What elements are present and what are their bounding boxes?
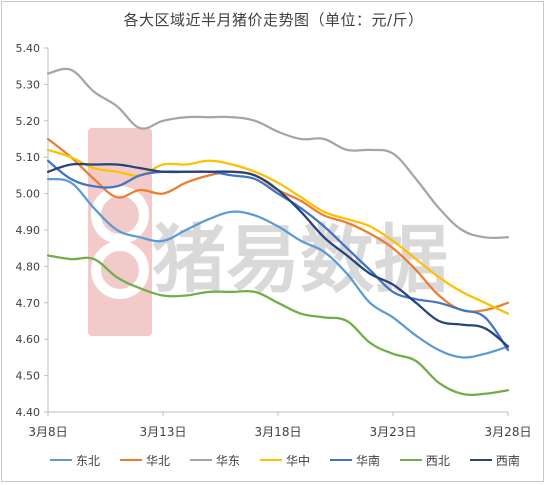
legend-item: 华中 [259, 452, 310, 469]
x-tick-label: 3月8日 [28, 425, 67, 439]
legend-swatch [189, 459, 212, 461]
y-tick-label: 4.90 [16, 224, 41, 237]
series-line-6 [46, 162, 510, 348]
legend-swatch [399, 459, 422, 461]
legend-item: 西北 [399, 452, 450, 469]
legend-label: 华中 [285, 453, 310, 468]
y-tick-label: 4.50 [16, 370, 41, 383]
chart-title: 各大区域近半月猪价走势图（单位：元/斤） [123, 11, 424, 29]
legend-label: 东北 [76, 453, 101, 468]
x-tick-label: 3月28日 [485, 425, 532, 439]
y-tick-label: 5.20 [16, 115, 41, 128]
series-lines [46, 67, 510, 396]
legend-item: 西南 [469, 452, 520, 469]
y-tick-label: 5.30 [16, 78, 41, 91]
legend-label: 华北 [145, 453, 170, 468]
series-line-5 [46, 254, 510, 396]
series-line-3 [46, 148, 510, 315]
legend-item: 华南 [329, 452, 380, 469]
legend-swatch [50, 459, 72, 461]
x-tick-label: 3月13日 [140, 425, 187, 439]
legend-label: 西北 [425, 453, 450, 468]
y-tick-label: 4.60 [16, 333, 41, 346]
x-tick-label: 3月23日 [370, 425, 417, 439]
y-tick-label: 5.10 [16, 151, 41, 164]
y-tick-label: 4.40 [16, 406, 41, 419]
y-tick-label: 5.00 [16, 188, 41, 201]
y-tick-label: 5.40 [16, 42, 41, 55]
y-tick-label: 4.70 [16, 297, 41, 310]
legend-swatch [119, 459, 142, 461]
legend-item: 华东 [189, 452, 240, 469]
legend: 东北 华北 华东 华中 华南 西北 西南 [50, 451, 520, 469]
x-tick-label: 3月18日 [255, 425, 302, 439]
y-tick-label: 4.80 [16, 260, 41, 273]
series-line-4 [46, 159, 510, 352]
legend-swatch [329, 459, 352, 461]
legend-label: 西南 [495, 453, 520, 468]
legend-item: 东北 [50, 452, 100, 469]
series-line-2 [46, 67, 510, 239]
legend-swatch [259, 459, 282, 461]
axes: 4.40 4.50 4.60 4.70 4.80 4.90 5.00 5.10 5.20 5.30… [16, 42, 532, 439]
legend-label: 华东 [215, 453, 240, 468]
series-line-0 [46, 177, 510, 359]
legend-label: 华南 [355, 453, 380, 468]
legend-item: 华北 [119, 452, 170, 469]
legend-swatch [469, 459, 492, 461]
